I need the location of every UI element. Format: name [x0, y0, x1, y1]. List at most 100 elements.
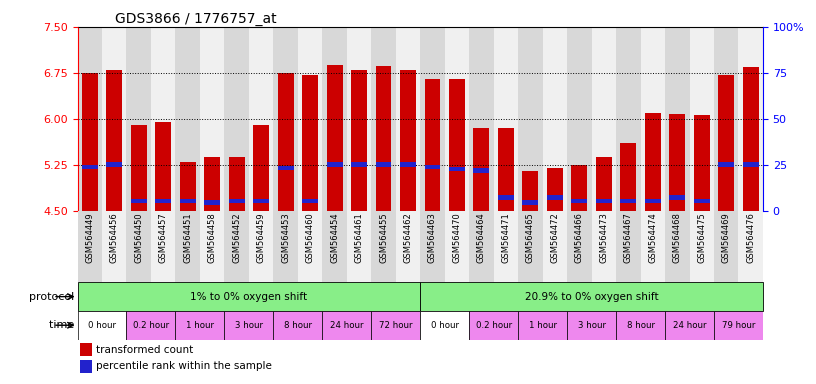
Text: GSM564454: GSM564454 — [330, 212, 339, 263]
Bar — [694, 199, 710, 204]
Bar — [420, 282, 763, 311]
Bar — [224, 27, 249, 211]
Text: GSM564458: GSM564458 — [207, 212, 217, 263]
Bar — [645, 199, 661, 204]
Bar — [567, 211, 592, 282]
Bar — [596, 157, 612, 211]
Bar — [547, 195, 563, 200]
Text: GSM564462: GSM564462 — [403, 212, 413, 263]
Bar — [126, 27, 151, 211]
Bar — [224, 311, 273, 339]
Text: 1% to 0% oxygen shift: 1% to 0% oxygen shift — [190, 291, 308, 301]
Bar — [322, 211, 347, 282]
Bar — [469, 311, 518, 339]
Bar — [351, 70, 367, 211]
Bar — [718, 75, 734, 211]
Text: 3 hour: 3 hour — [235, 321, 263, 330]
Text: GSM564470: GSM564470 — [452, 212, 462, 263]
Bar — [592, 27, 616, 211]
Bar — [714, 211, 738, 282]
Bar — [302, 199, 318, 203]
Bar — [155, 122, 171, 211]
Text: GSM564468: GSM564468 — [672, 212, 682, 263]
Text: GSM564464: GSM564464 — [477, 212, 486, 263]
Text: GSM564465: GSM564465 — [526, 212, 535, 263]
Text: GSM564456: GSM564456 — [109, 212, 119, 263]
Bar — [543, 211, 567, 282]
Bar — [669, 195, 685, 200]
Bar — [155, 199, 171, 203]
Bar — [175, 311, 224, 339]
Bar — [302, 75, 318, 211]
Bar — [298, 211, 322, 282]
Bar — [616, 27, 641, 211]
Bar — [743, 67, 759, 211]
Bar — [420, 211, 445, 282]
Bar — [347, 211, 371, 282]
Bar — [449, 79, 465, 211]
Bar — [228, 157, 245, 211]
Bar — [204, 157, 220, 211]
Bar — [106, 162, 122, 167]
Text: 0.2 hour: 0.2 hour — [476, 321, 512, 330]
Bar — [180, 199, 196, 203]
Bar — [420, 311, 469, 339]
Bar — [180, 162, 196, 211]
Text: 1 hour: 1 hour — [529, 321, 557, 330]
Bar — [82, 165, 98, 169]
Bar — [200, 27, 224, 211]
Bar — [326, 65, 343, 211]
Bar — [473, 128, 490, 211]
Bar — [518, 211, 543, 282]
Text: GSM564472: GSM564472 — [550, 212, 560, 263]
Text: 0 hour: 0 hour — [431, 321, 459, 330]
Bar — [371, 211, 396, 282]
Bar — [567, 311, 616, 339]
Text: GSM564457: GSM564457 — [158, 212, 168, 263]
Bar — [571, 165, 588, 211]
Bar — [665, 311, 714, 339]
Bar — [616, 211, 641, 282]
Bar — [494, 27, 518, 211]
Bar — [424, 79, 441, 211]
Bar — [567, 27, 592, 211]
Bar — [396, 211, 420, 282]
Bar — [518, 27, 543, 211]
Bar — [420, 27, 445, 211]
Bar — [204, 200, 220, 205]
Text: protocol: protocol — [29, 291, 78, 301]
Bar — [253, 199, 269, 203]
Text: GSM564474: GSM564474 — [648, 212, 658, 263]
Bar — [694, 115, 710, 211]
Text: GSM564461: GSM564461 — [354, 212, 364, 263]
Bar — [641, 27, 665, 211]
Text: GSM564463: GSM564463 — [428, 212, 437, 263]
Bar — [253, 125, 269, 211]
Text: GSM564453: GSM564453 — [281, 212, 290, 263]
Bar — [249, 27, 273, 211]
Bar — [445, 27, 469, 211]
Bar — [228, 199, 245, 203]
Bar — [151, 211, 175, 282]
Bar — [547, 168, 563, 211]
Bar — [371, 27, 396, 211]
Bar — [449, 167, 465, 171]
Bar — [82, 73, 98, 211]
Text: GSM564471: GSM564471 — [501, 212, 511, 263]
Text: transformed count: transformed count — [96, 345, 193, 355]
Bar — [322, 311, 371, 339]
Bar — [522, 200, 539, 205]
Bar — [473, 169, 490, 173]
Bar — [596, 199, 612, 204]
Text: GSM564473: GSM564473 — [599, 212, 609, 263]
Text: time: time — [49, 320, 78, 330]
Bar — [738, 27, 763, 211]
Bar — [616, 311, 665, 339]
Bar — [718, 162, 734, 167]
Bar — [347, 27, 371, 211]
Bar — [424, 165, 441, 169]
Bar — [665, 27, 690, 211]
Bar — [665, 211, 690, 282]
Bar — [498, 128, 514, 211]
Text: GSM564455: GSM564455 — [379, 212, 388, 263]
